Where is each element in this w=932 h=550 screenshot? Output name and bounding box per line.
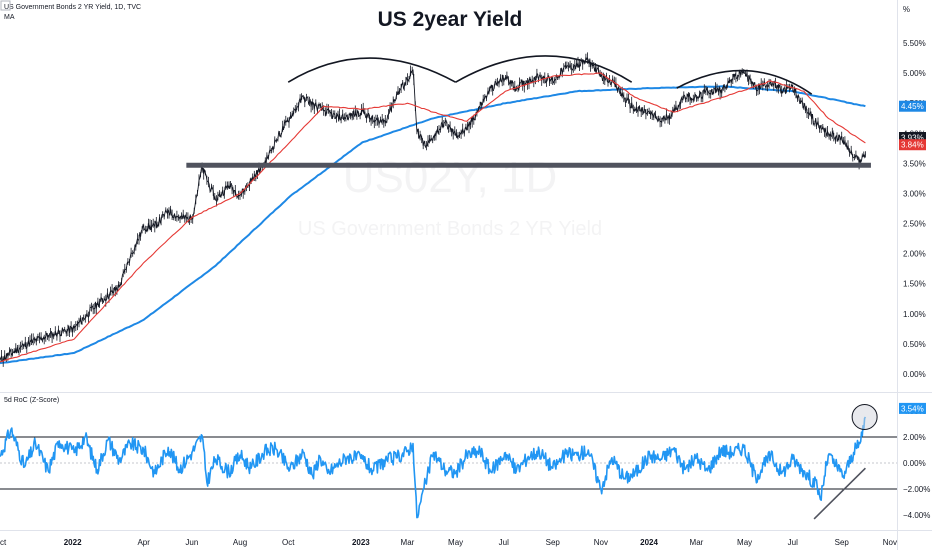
oscillator-axis-tick-label: 0.00% [903,459,926,468]
time-axis-tick-label: Apr [137,538,150,547]
oscillator-line[interactable] [0,416,867,519]
time-axis-tick-label: Nov [594,538,608,547]
ma-long-price-tag-text: 4.45% [901,102,924,111]
rounding-top-arc[interactable] [287,57,456,83]
time-axis-tick-label: Oct [282,538,295,547]
time-axis-tick-label: May [448,538,463,547]
price-line[interactable] [0,56,866,363]
time-axis-tick-label: Aug [233,538,247,547]
price-axis-tick-label: 2.50% [903,220,926,229]
time-axis-tick-label: Mar [401,538,415,547]
time-axis-tick-label: Jul [788,538,798,547]
price-bars [0,52,866,367]
time-axis-tick-label: 2023 [352,538,370,547]
price-axis-tick-label: 5.50% [903,39,926,48]
oscillator-value-tag-text: 3.54% [901,404,924,413]
last-price-tag [899,132,926,144]
chart-title: US 2year Yield [377,8,523,31]
time-axis-tick-label: Sep [835,538,850,547]
symbol-description: US Government Bonds 2 YR Yield, 1D, TVC [4,4,142,11]
price-axis-tick-label: 0.00% [903,370,926,379]
price-axis-tick-label: 5.00% [903,69,926,78]
unit-label: % [902,5,910,14]
watermark-symbol: US02Y, 1D [343,153,557,202]
price-axis-tick-label: 1.00% [903,310,926,319]
ma-long-price-tag [899,100,926,112]
price-axis-tick-label: 3.50% [903,159,926,168]
last-price-tag-text: 3.93% [901,134,924,143]
price-axis-tick-label: 2.00% [903,250,926,259]
oscillator-trendline[interactable] [813,467,866,520]
price-axis-tick-label: 3.00% [903,189,926,198]
rounding-top-arc[interactable] [455,55,633,83]
oscillator-axis-tick-label: −2.00% [903,485,930,494]
settings-corner-icon[interactable] [0,0,11,11]
watermark-description: US Government Bonds 2 YR Yield [298,218,602,240]
oscillator-axis-tick-label: −4.00% [903,511,930,520]
price-axis-tick-label: 0.50% [903,340,926,349]
spike-highlight-circle[interactable] [851,403,878,430]
ma-long-line[interactable] [0,85,866,365]
time-axis-tick-label: Jun [185,538,198,547]
time-axis-tick-label: May [737,538,752,547]
oscillator-value-tag [899,402,926,414]
price-axis-tick-label: 1.50% [903,280,926,289]
oscillator-axis-tick-label: 2.00% [903,433,926,442]
time-axis-tick-label: Oct [0,538,7,547]
time-axis-tick-label: 2022 [64,538,82,547]
ma-short-price-tag-text: 3.84% [901,141,924,150]
ma-short-price-tag [899,139,926,151]
time-axis-tick-label: Mar [690,538,704,547]
time-axis-tick-label: Sep [546,538,561,547]
oscillator-label: 5d RoC (Z-Score) [4,397,59,404]
time-axis-tick-label: Nov [883,538,897,547]
time-axis-tick-label: 2024 [640,538,658,547]
ma-short-line[interactable] [0,72,866,363]
time-axis-tick-label: Jul [499,538,509,547]
indicator-label-ma: MA [4,14,15,21]
rounding-top-arc[interactable] [676,69,813,95]
